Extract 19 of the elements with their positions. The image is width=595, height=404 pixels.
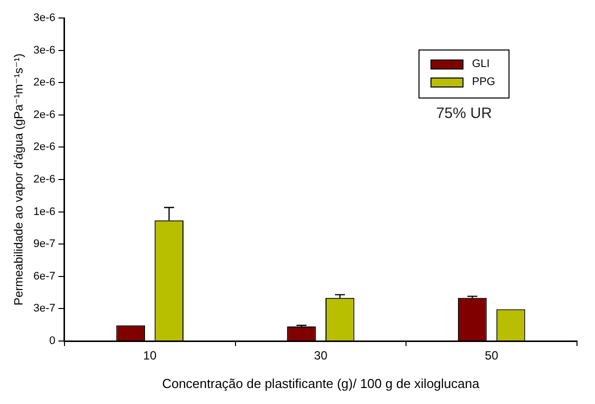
x-tick-label: 10	[143, 348, 157, 363]
x-axis-title: Concentração de plastificante (g)/ 100 g de xiloglucana	[162, 376, 480, 391]
y-tick-label: 2e-6	[33, 76, 56, 89]
legend-label: GLI	[472, 58, 490, 70]
x-tick-label: 30	[314, 348, 328, 363]
y-axis-title: Permeabilidade ao vapor d'água (gPa⁻¹m⁻¹s⁻¹)	[12, 53, 26, 306]
y-tick-label: 2e-6	[33, 108, 56, 121]
y-tick-label: 3e-6	[33, 12, 56, 24]
y-tick-label: 3e-6	[33, 44, 56, 56]
y-tick-label: 9e-7	[33, 238, 56, 250]
y-tick-label: 3e-7	[33, 302, 56, 315]
legend-label: PPG	[472, 76, 496, 88]
y-tick-label: 2e-6	[33, 141, 56, 154]
y-tick-label: 2e-6	[33, 174, 56, 186]
annotation: 75% UR	[436, 105, 492, 122]
y-tick-label: 0	[49, 335, 56, 348]
x-tick-label: 50	[484, 348, 499, 363]
y-tick-label: 6e-7	[33, 270, 56, 282]
y-tick-label: 1e-6	[33, 206, 56, 218]
